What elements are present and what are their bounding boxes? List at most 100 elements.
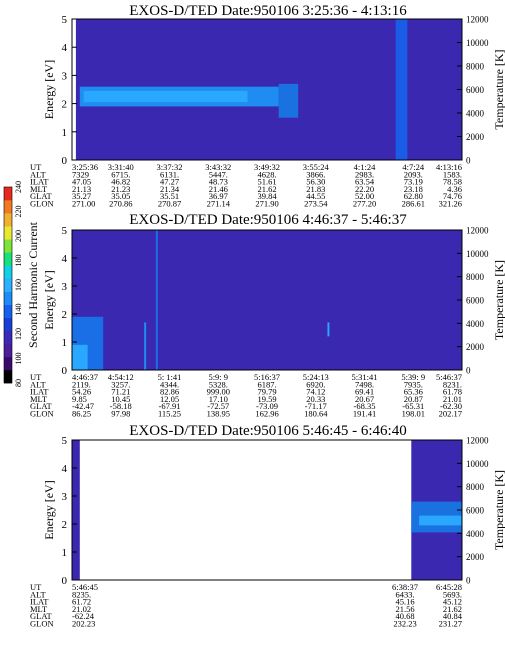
table-cell: 162.96: [255, 409, 278, 419]
table-cell: 23.18: [404, 184, 423, 194]
y-tick-label: 2: [62, 519, 68, 531]
panel-title: EXOS-D/TED Date:950106 4:46:37 - 5:46:37: [129, 212, 407, 228]
table-cell: 6187.: [257, 379, 276, 389]
table-cell: 74.76: [443, 191, 462, 201]
colorbar-cell: [4, 265, 12, 279]
panel-title: EXOS-D/TED Date:950106 5:46:45 - 6:46:40: [129, 423, 406, 439]
spectrogram-band: [395, 19, 408, 160]
table-cell: 97.98: [111, 409, 130, 419]
colorbar-tick-label: 160: [14, 279, 23, 291]
table-cell: -62.24: [72, 611, 95, 621]
table-cell: 65.36: [404, 387, 423, 397]
spectrogram-band: [72, 344, 88, 370]
table-cell: -42.47: [72, 401, 94, 411]
table-cell: 46.82: [111, 177, 130, 187]
table-row-label: GLON: [30, 199, 54, 209]
table-cell: 4628.: [257, 169, 276, 179]
y2-tick-label: 10000: [466, 459, 489, 469]
table-cell: 4:13:16: [436, 162, 462, 172]
colorbar-label: Second Harmonic Current: [26, 221, 40, 348]
table-cell: 47.05: [72, 177, 91, 187]
y2-tick-label: 12000: [466, 226, 489, 236]
table-cell: 3:43:32: [205, 162, 231, 172]
table-cell: 47.27: [160, 177, 179, 187]
table-cell: 21.02: [72, 604, 91, 614]
y2-tick-label: 8000: [466, 272, 485, 282]
colorbar-tick-label: 140: [14, 304, 23, 316]
colorbar-cell: [4, 356, 12, 371]
table-row-label: ILAT: [30, 597, 49, 607]
table-cell: 21.62: [443, 604, 462, 614]
table-cell: -58.18: [110, 401, 132, 411]
table-cell: 5:39: 9: [401, 372, 425, 382]
y-tick-label: 0: [62, 155, 68, 167]
table-cell: 21.01: [443, 394, 462, 404]
table-cell: 22.20: [355, 184, 374, 194]
colorbar-tick-label: 100: [14, 353, 23, 365]
y2-tick-label: 8000: [466, 62, 485, 72]
table-cell: 271.00: [72, 199, 95, 209]
table-cell: 20.87: [404, 394, 423, 404]
table-cell: -62.30: [440, 401, 462, 411]
table-cell: 39.84: [257, 191, 277, 201]
y2-tick-label: 2000: [466, 132, 485, 142]
colorbar-cell: [4, 330, 12, 345]
y2-tick-label: 8000: [466, 482, 485, 492]
y-axis-label: Energy [eV]: [42, 480, 56, 539]
table-cell: 3866.: [306, 169, 325, 179]
table-cell: 271.90: [255, 199, 278, 209]
table-row-label: GLON: [30, 409, 54, 419]
table-cell: -65.31: [402, 401, 424, 411]
table-cell: 71.21: [111, 387, 130, 397]
colorbar-tick-label: 80: [14, 379, 23, 387]
table-cell: 5:46:45: [72, 582, 98, 592]
table-row-label: ALT: [30, 379, 47, 389]
y2-tick-label: 0: [466, 366, 471, 376]
colorbar-tick-label: 200: [14, 230, 23, 242]
y2-tick-label: 6000: [466, 506, 485, 516]
colorbar-cell: [4, 213, 12, 227]
table-cell: 232.23: [393, 619, 416, 629]
y2-tick-label: 6000: [466, 85, 485, 95]
table-cell: 44.55: [306, 191, 325, 201]
table-row-label: MLT: [30, 394, 48, 404]
table-cell: 271.14: [207, 199, 231, 209]
table-cell: 35.05: [111, 191, 130, 201]
y-axis-label: Energy [eV]: [42, 60, 56, 119]
y-tick-label: 1: [62, 547, 68, 559]
table-cell: 6131.: [160, 169, 179, 179]
colorbar-cell: [4, 369, 12, 384]
table-cell: 5328.: [209, 379, 228, 389]
table-cell: 45.16: [395, 597, 414, 607]
table-row-label: GLAT: [30, 191, 53, 201]
table-cell: 6433.: [395, 589, 414, 599]
table-cell: -72.57: [207, 401, 229, 411]
table-cell: 79.79: [257, 387, 276, 397]
table-cell: 202.23: [72, 619, 95, 629]
table-cell: 56.30: [306, 177, 325, 187]
spectrogram-band: [155, 230, 158, 370]
table-row-label: MLT: [30, 604, 48, 614]
colorbar-tick-label: 180: [14, 255, 23, 267]
y-tick-label: 3: [62, 491, 68, 503]
table-cell: 10.45: [111, 394, 130, 404]
table-cell: 21.62: [257, 184, 276, 194]
y-tick-label: 5: [62, 435, 68, 447]
table-cell: 270.86: [109, 199, 132, 209]
table-cell: 4:54:12: [108, 372, 134, 382]
y2-tick-label: 2000: [466, 342, 485, 352]
table-row-label: UT: [30, 162, 42, 172]
y2-tick-label: 0: [466, 576, 471, 586]
table-cell: -67.91: [159, 401, 181, 411]
y-tick-label: 4: [62, 463, 68, 475]
table-cell: 286.61: [402, 199, 425, 209]
colorbar-cell: [4, 226, 12, 240]
colorbar-tick-label: 240: [14, 181, 23, 193]
y2-axis-label: Temperature [K]: [492, 260, 505, 340]
table-cell: 5693.: [443, 589, 462, 599]
table-cell: 5:46:37: [436, 372, 462, 382]
table-cell: 180.64: [304, 409, 328, 419]
table-row-label: UT: [30, 582, 42, 592]
y-tick-label: 1: [62, 337, 68, 349]
y-tick-label: 0: [62, 365, 68, 377]
